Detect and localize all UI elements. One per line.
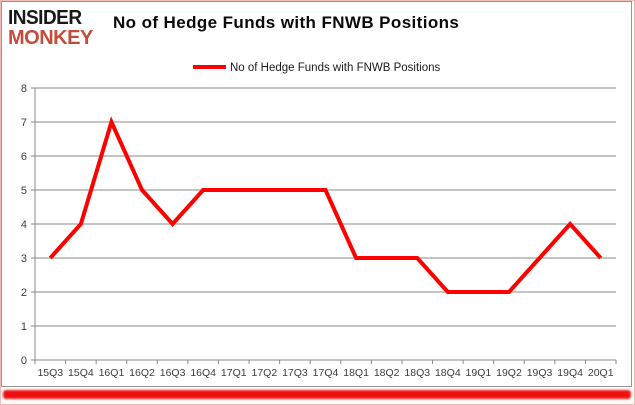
chart-frame: INSIDER MONKEY No of Hedge Funds with FN…: [1, 1, 632, 387]
y-axis-label: 5: [21, 185, 27, 197]
x-axis-label: 16Q3: [160, 367, 186, 379]
insider-monkey-logo: INSIDER MONKEY: [8, 8, 112, 48]
y-axis-label: 1: [21, 321, 27, 333]
y-axis-label: 3: [21, 253, 27, 265]
x-axis-label: 19Q3: [527, 367, 553, 379]
x-axis-label: 15Q3: [37, 367, 63, 379]
x-axis-label: 17Q2: [251, 367, 277, 379]
x-axis-label: 15Q4: [68, 367, 94, 379]
y-axis-label: 8: [21, 83, 27, 95]
x-axis-label: 17Q3: [282, 367, 308, 379]
chart-title: No of Hedge Funds with FNWB Positions: [113, 13, 460, 32]
bottom-red-bar: [3, 390, 631, 399]
x-axis-label: 19Q2: [496, 367, 522, 379]
y-axis-label: 0: [21, 355, 27, 367]
x-axis-label: 18Q4: [435, 367, 461, 379]
y-axis-label: 7: [21, 117, 27, 129]
x-axis-label: 17Q1: [221, 367, 247, 379]
series-line: [48, 116, 603, 294]
x-axis-label: 16Q2: [129, 367, 155, 379]
x-axis-label: 16Q4: [190, 367, 216, 379]
x-axis-label: 20Q1: [588, 367, 614, 379]
x-axis-label: 19Q1: [466, 367, 492, 379]
x-axis-label: 16Q1: [99, 367, 125, 379]
legend-label: No of Hedge Funds with FNWB Positions: [230, 62, 441, 74]
x-axis-label: 19Q4: [557, 367, 583, 379]
x-axis-label: 18Q2: [374, 367, 400, 379]
y-axis-label: 2: [21, 287, 27, 299]
logo-monkey-text: MONKEY: [8, 27, 93, 49]
x-axis-label: 18Q1: [343, 367, 369, 379]
x-axis-label: 17Q4: [313, 367, 339, 379]
y-axis-label: 6: [21, 151, 27, 163]
logo-insider-text: INSIDER: [8, 6, 82, 29]
x-axis-label: 18Q3: [404, 367, 430, 379]
y-axis-label: 4: [21, 219, 27, 231]
